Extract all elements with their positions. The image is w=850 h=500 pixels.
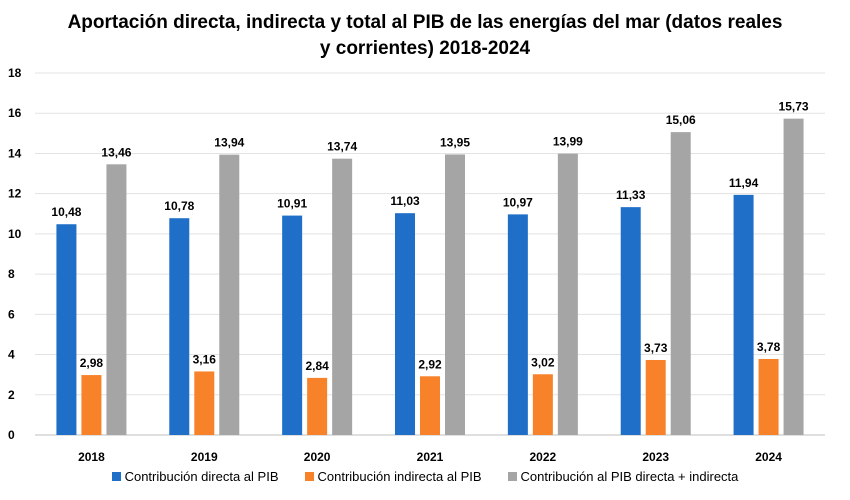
data-label: 13,74 — [327, 140, 357, 154]
data-label: 10,97 — [503, 195, 533, 209]
bar — [420, 376, 440, 435]
data-label: 15,73 — [779, 100, 809, 114]
x-tick-label: 2018 — [78, 450, 105, 464]
data-label: 10,48 — [51, 205, 81, 219]
y-tick-label: 10 — [8, 227, 22, 241]
data-label: 3,78 — [757, 340, 781, 354]
y-tick-label: 18 — [8, 66, 22, 80]
x-tick-label: 2024 — [755, 450, 782, 464]
y-tick-label: 0 — [8, 428, 15, 442]
bar — [169, 218, 190, 435]
legend-item: Contribución indirecta al PIB — [304, 469, 482, 484]
bar — [332, 158, 353, 435]
bar — [307, 377, 328, 435]
data-label: 13,46 — [101, 145, 131, 159]
bar — [670, 132, 691, 436]
bar — [282, 215, 303, 435]
legend: Contribución directa al PIB Contribución … — [0, 469, 850, 484]
bar — [532, 374, 553, 435]
y-tick-label: 14 — [8, 146, 22, 160]
x-tick-label: 2023 — [642, 450, 669, 464]
x-tick-label: 2019 — [191, 450, 218, 464]
data-label: 3,16 — [193, 352, 217, 366]
bar — [733, 194, 754, 435]
chart-title: Aportación directa, indirecta y total al… — [67, 12, 783, 59]
bar — [783, 118, 804, 435]
data-label: 2,84 — [305, 359, 329, 373]
y-tick-label: 4 — [8, 348, 15, 362]
data-label: 13,95 — [440, 135, 470, 149]
x-tick-label: 2021 — [417, 450, 444, 464]
data-label: 3,73 — [644, 341, 668, 355]
bar — [620, 207, 641, 435]
bar — [557, 153, 578, 435]
legend-swatch — [304, 472, 314, 481]
data-label: 10,91 — [277, 197, 307, 211]
data-label: 15,06 — [666, 113, 696, 127]
bar — [395, 213, 415, 435]
legend-label: Contribución al PIB directa + indirecta — [520, 469, 739, 484]
data-label: 2,92 — [418, 357, 442, 371]
bar — [219, 154, 240, 435]
legend-swatch — [111, 472, 121, 481]
data-label: 11,33 — [616, 188, 646, 202]
data-label: 13,94 — [214, 136, 244, 150]
data-label: 13,99 — [553, 135, 583, 149]
data-label: 11,03 — [390, 194, 420, 208]
bar — [56, 224, 77, 435]
data-label: 3,02 — [531, 355, 555, 369]
x-tick-label: 2020 — [304, 450, 331, 464]
y-tick-label: 12 — [8, 187, 22, 201]
legend-item: Contribución al PIB directa + indirecta — [507, 469, 739, 484]
bar — [445, 154, 465, 435]
y-tick-label: 6 — [8, 307, 15, 321]
y-tick-label: 8 — [8, 267, 15, 281]
bar — [106, 164, 127, 435]
y-tick-label: 16 — [8, 106, 22, 120]
bar — [758, 358, 779, 435]
data-label: 2,98 — [80, 356, 104, 370]
legend-label: Contribución indirecta al PIB — [317, 469, 482, 484]
legend-item: Contribución directa al PIB — [111, 469, 279, 484]
data-label: 11,94 — [729, 176, 759, 190]
bar — [645, 359, 666, 435]
bar — [507, 214, 528, 435]
data-label: 10,78 — [164, 199, 194, 213]
legend-swatch — [507, 472, 517, 481]
bar — [81, 375, 102, 435]
bar — [194, 371, 215, 435]
x-tick-label: 2022 — [530, 450, 557, 464]
legend-label: Contribución directa al PIB — [124, 469, 279, 484]
y-tick-label: 2 — [8, 388, 15, 402]
